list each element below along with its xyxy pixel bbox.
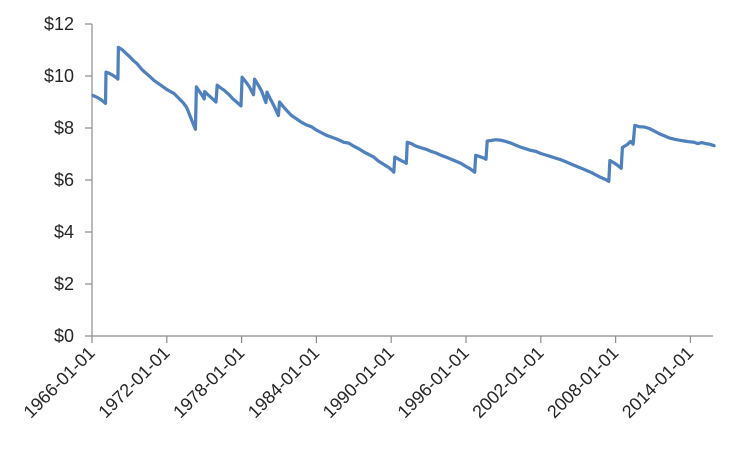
y-tick-label: $4: [54, 222, 74, 242]
data-series-line: [91, 45, 716, 183]
x-tick-label: 2008-01-01: [543, 343, 622, 422]
y-tick-label: $6: [54, 170, 74, 190]
y-tick-label: $12: [44, 14, 74, 34]
x-axis: 1966-01-011972-01-011978-01-011984-01-01…: [20, 336, 697, 422]
x-tick-label: 2014-01-01: [618, 343, 697, 422]
x-tick-label: 1996-01-01: [394, 343, 473, 422]
x-tick-label: 1990-01-01: [319, 343, 398, 422]
y-axis: $0 $2 $4 $6 $8 $10 $12: [44, 14, 92, 346]
x-tick-label: 2002-01-01: [468, 343, 547, 422]
x-tick-label: 1972-01-01: [94, 343, 173, 422]
y-tick-label: $8: [54, 118, 74, 138]
y-tick-label: $10: [44, 66, 74, 86]
x-tick-label: 1966-01-01: [20, 343, 99, 422]
y-tick-label: $0: [54, 326, 74, 346]
x-tick-label: 1978-01-01: [169, 343, 248, 422]
axes: [91, 24, 713, 337]
x-tick-label: 1984-01-01: [244, 343, 323, 422]
y-tick-label: $2: [54, 274, 74, 294]
